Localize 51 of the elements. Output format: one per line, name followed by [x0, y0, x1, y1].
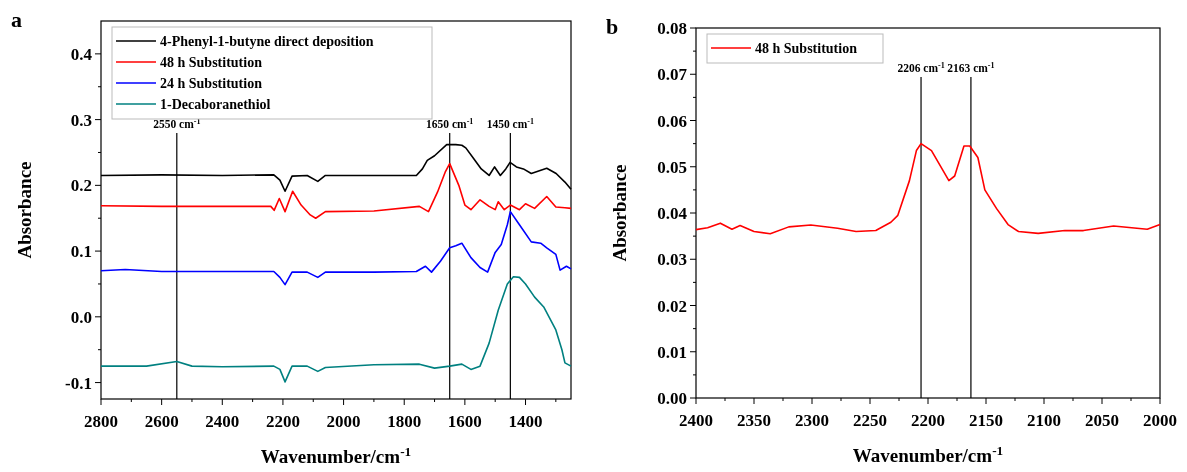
ref-line-label: 1450 cm$^{-1}$	[486, 116, 534, 130]
x-tick-label: 2100	[1027, 411, 1061, 430]
line-series	[695, 142, 1161, 235]
chart-title: b	[606, 14, 619, 39]
y-tick-label: 0.08	[657, 19, 687, 38]
legend-label: 4-Phenyl-1-butyne direct deposition	[160, 34, 374, 49]
y-axis-title: Absorbance	[14, 161, 35, 259]
y-tick-label: 0.03	[657, 250, 687, 270]
y-tick-label: 0.1	[70, 242, 92, 262]
y-tick-label: 0.3	[70, 110, 92, 130]
y-tick-label: 0.07	[657, 65, 688, 85]
y-tick-label: 0.04	[657, 204, 688, 223]
x-tick-label: 2200	[911, 411, 945, 430]
legend-label: 1-Decaboranethiol	[160, 97, 271, 112]
line-series	[100, 275, 572, 383]
x-axis-title: Wavenumber/cm$^{-1}$	[260, 443, 412, 467]
legend-label: 48 h Substitution	[755, 41, 858, 56]
y-tick-label: 0.00	[657, 389, 687, 408]
ref-line-label: 1650 cm$^{-1}$	[426, 116, 474, 130]
ref-line-label: 2206 cm$^{-1}$	[897, 60, 945, 74]
x-tick-label: 2000	[1143, 411, 1177, 430]
x-tick-label: 1600	[447, 412, 482, 431]
legend-label: 24 h Substitution	[160, 76, 263, 91]
x-axis-title: Wavenumber/cm$^{-1}$	[852, 442, 1004, 466]
x-tick-label: 2250	[853, 411, 887, 430]
ref-line-label: 2163 cm$^{-1}$	[947, 60, 995, 74]
x-tick-label: 2200	[265, 412, 300, 431]
x-tick-label: 2400	[679, 411, 713, 430]
chart-title: a	[11, 7, 22, 32]
y-tick-label: 0.01	[657, 342, 687, 362]
y-tick-label: 0.4	[70, 44, 93, 64]
x-tick-label: 2050	[1085, 411, 1119, 430]
x-tick-label: 2000	[326, 412, 361, 431]
x-tick-label: 2400	[205, 412, 240, 431]
legend-label: 48 h Substitution	[160, 55, 263, 70]
y-tick-label: 0.05	[657, 157, 687, 177]
line-series	[100, 210, 572, 286]
x-tick-label: 2600	[144, 412, 179, 431]
x-tick-label: 2300	[795, 411, 829, 430]
y-tick-label: 0.06	[657, 111, 687, 131]
x-tick-label: 1800	[387, 412, 422, 431]
x-tick-label: 2350	[737, 411, 771, 430]
x-tick-label: 2150	[969, 411, 1003, 430]
x-tick-label: 2800	[84, 412, 118, 431]
line-series	[100, 162, 572, 220]
y-tick-label: 0.2	[70, 176, 92, 196]
y-tick-label: 0.0	[70, 307, 92, 327]
y-tick-label: 0.02	[657, 296, 687, 316]
x-tick-label: 1400	[508, 412, 543, 431]
y-tick-label: -0.1	[65, 373, 92, 393]
y-axis-title: Absorbance	[609, 164, 630, 262]
